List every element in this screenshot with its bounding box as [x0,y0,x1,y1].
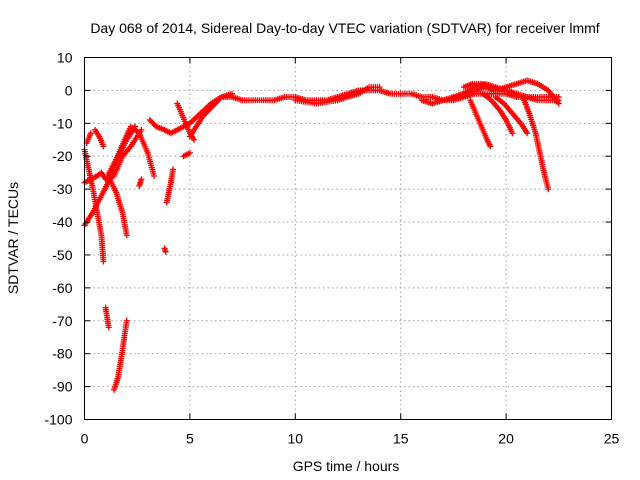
data-point [170,166,177,173]
y-tick-label: -90 [52,379,72,395]
x-tick-label: 20 [498,431,514,447]
series-trace-15 [180,149,193,160]
axis-ticks: 0 5 10 15 20 25 10 0 -10 -20 -30 -40 -50 -60 -70 -80 -90… [44,50,619,447]
series-trace-5 [92,126,107,150]
series-trace-12 [161,245,169,255]
series-trace-23 [492,93,531,137]
data-point [486,84,493,91]
data-point [509,130,516,137]
data-point [123,317,130,324]
series-trace-8 [102,304,112,331]
series-trace-18 [292,84,383,107]
series-trace-7 [104,123,158,179]
series-trace-17 [186,90,236,127]
data-point [555,97,562,104]
series-trace-21 [467,97,494,150]
y-tick-label: -30 [52,181,72,197]
data-point [151,172,158,179]
y-tick-label: -60 [52,280,72,296]
data-point [100,258,107,265]
data-point [123,232,130,239]
series-trace-11 [146,117,193,137]
series-trace-16 [186,87,562,140]
series-trace-6 [106,176,130,239]
x-tick-label: 10 [288,431,304,447]
x-tick-label: 0 [81,431,89,447]
x-axis-label: GPS time / hours [293,458,400,474]
data-point [376,84,383,91]
series-trace-25 [460,80,493,91]
data-point [545,186,552,193]
data-point [105,324,112,331]
series-trace-13 [163,166,177,206]
y-axis-label: SDTVAR / TECUs [5,182,21,294]
plot-frame [84,57,612,420]
x-tick-label: 5 [186,431,194,447]
x-tick-label: 25 [604,431,620,447]
data-point [138,176,145,183]
data-point [229,90,236,97]
y-tick-label: -10 [52,115,72,131]
grid [84,57,612,420]
y-tick-label: -100 [44,412,72,428]
data-point [186,149,193,156]
data-point [138,126,145,133]
series-trace-3 [81,146,107,265]
series-trace-10 [136,176,145,189]
chart-title: Day 068 of 2014, Sidereal Day-to-day VTE… [90,20,599,36]
data-point [87,130,94,137]
series-trace-24 [519,93,552,193]
y-tick-label: -80 [52,346,72,362]
y-tick-label: -20 [52,148,72,164]
data-point [100,143,107,150]
series-trace-22 [479,90,516,137]
data-marks [81,77,562,393]
data-point [191,136,198,143]
data-point [162,248,169,255]
series-trace-9 [111,317,130,393]
y-tick-label: -40 [52,214,72,230]
data-point [524,130,531,137]
y-tick-label: 0 [65,82,73,98]
y-tick-label: -50 [52,247,72,263]
y-tick-label: -70 [52,313,72,329]
series-trace-4 [83,130,94,147]
x-tick-label: 15 [393,431,409,447]
y-tick-label: 10 [57,50,73,66]
data-point [487,143,494,150]
